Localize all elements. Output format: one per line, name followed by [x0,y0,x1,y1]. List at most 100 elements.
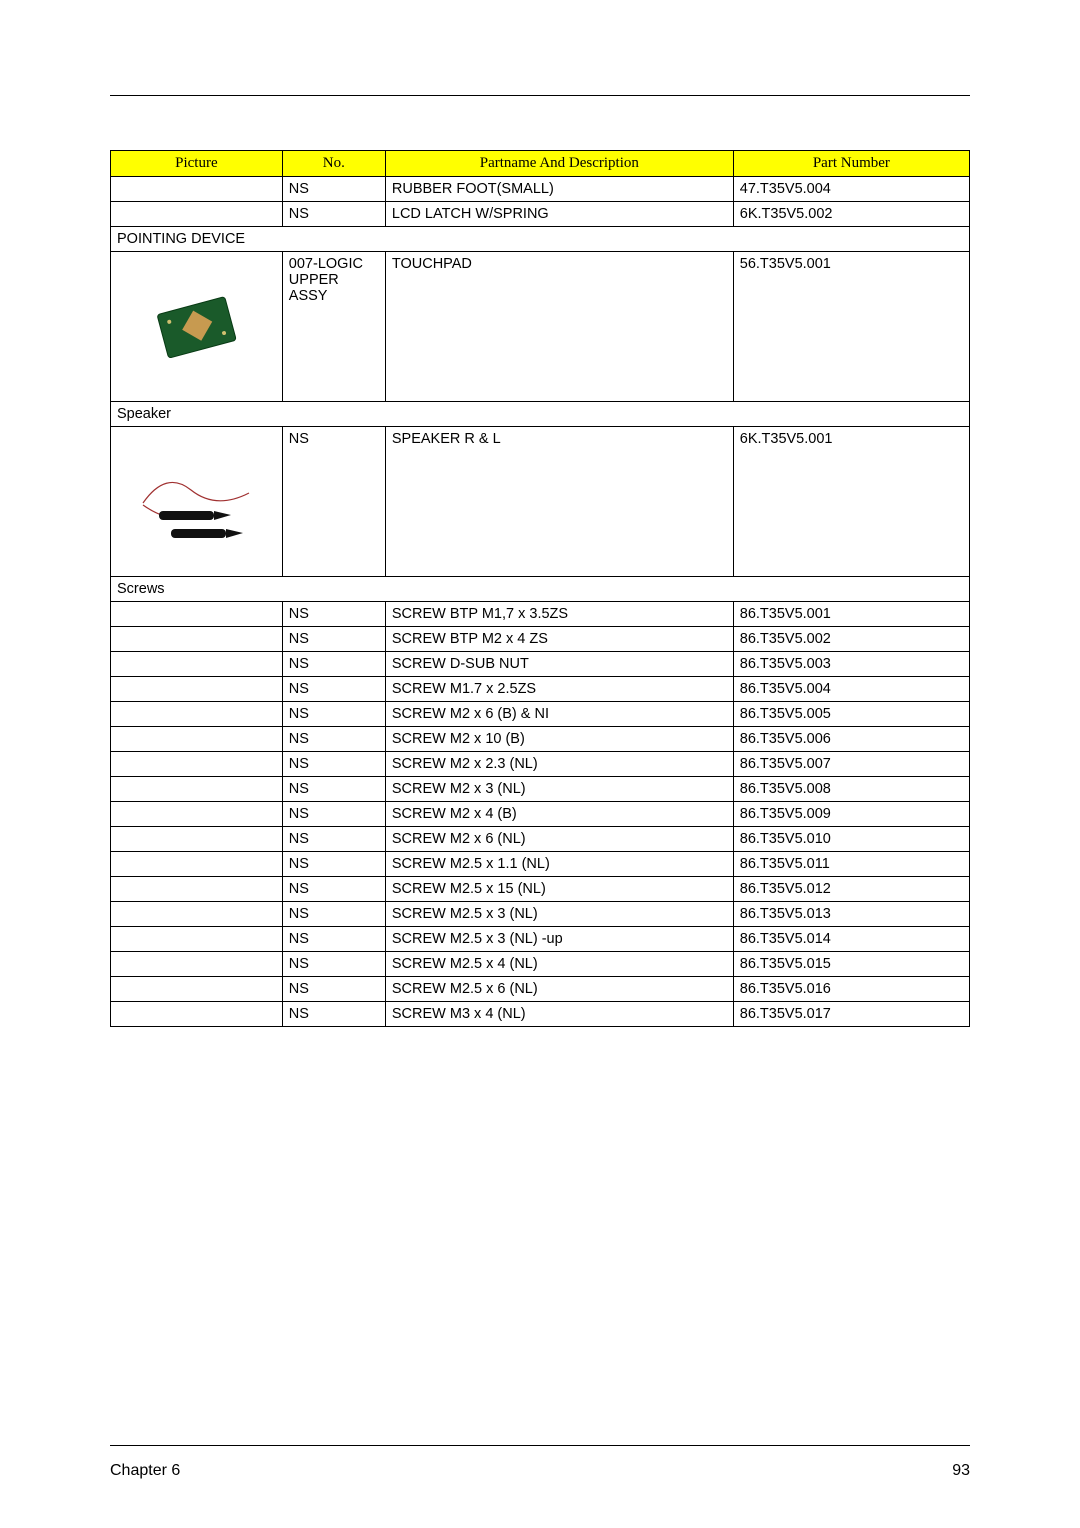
table-row: NSSPEAKER R & L6K.T35V5.001 [111,427,970,577]
cell-picture [111,777,283,802]
cell-part: 6K.T35V5.002 [733,202,969,227]
cell-part: 86.T35V5.006 [733,727,969,752]
table-row: NSSCREW BTP M2 x 4 ZS86.T35V5.002 [111,627,970,652]
section-row: Screws [111,577,970,602]
cell-picture [111,927,283,952]
cell-no: NS [282,927,385,952]
touchpad-image [141,280,251,370]
table-row: NSSCREW M2 x 2.3 (NL)86.T35V5.007 [111,752,970,777]
cell-part: 86.T35V5.001 [733,602,969,627]
section-title: Speaker [111,402,970,427]
table-row: NSRUBBER FOOT(SMALL)47.T35V5.004 [111,177,970,202]
cell-no: NS [282,727,385,752]
cell-part: 6K.T35V5.001 [733,427,969,577]
cell-no: NS [282,427,385,577]
cell-part: 86.T35V5.011 [733,852,969,877]
cell-part: 86.T35V5.005 [733,702,969,727]
cell-picture [111,177,283,202]
cell-desc: SCREW BTP M2 x 4 ZS [385,627,733,652]
cell-desc: SCREW M2 x 6 (B) & NI [385,702,733,727]
cell-no: NS [282,677,385,702]
cell-part: 86.T35V5.015 [733,952,969,977]
section-title: POINTING DEVICE [111,227,970,252]
header-desc: Partname And Description [385,151,733,177]
cell-no: NS [282,602,385,627]
cell-part: 86.T35V5.009 [733,802,969,827]
table-row: NSSCREW M2.5 x 3 (NL)86.T35V5.013 [111,902,970,927]
cell-part: 86.T35V5.014 [733,927,969,952]
cell-part: 86.T35V5.012 [733,877,969,902]
cell-desc: SCREW M2 x 6 (NL) [385,827,733,852]
cell-picture [111,627,283,652]
cell-desc: SPEAKER R & L [385,427,733,577]
cell-no: NS [282,852,385,877]
header-part: Part Number [733,151,969,177]
cell-part: 86.T35V5.017 [733,1002,969,1027]
cell-desc: SCREW M2.5 x 3 (NL) [385,902,733,927]
cell-picture [111,252,283,402]
cell-picture [111,602,283,627]
cell-picture [111,202,283,227]
cell-part: 86.T35V5.016 [733,977,969,1002]
cell-picture [111,952,283,977]
page-footer: Chapter 6 93 [110,1445,970,1480]
cell-no: NS [282,1002,385,1027]
table-row: NSSCREW BTP M1,7 x 3.5ZS86.T35V5.001 [111,602,970,627]
speaker-image [131,455,261,545]
cell-picture [111,752,283,777]
cell-picture [111,802,283,827]
table-row: NSSCREW M2 x 6 (B) & NI86.T35V5.005 [111,702,970,727]
footer-page-number: 93 [952,1462,970,1480]
cell-picture [111,827,283,852]
footer-chapter: Chapter 6 [110,1462,180,1480]
cell-no: NS [282,952,385,977]
cell-part: 86.T35V5.008 [733,777,969,802]
cell-desc: SCREW M3 x 4 (NL) [385,1002,733,1027]
cell-desc: RUBBER FOOT(SMALL) [385,177,733,202]
cell-picture [111,727,283,752]
cell-desc: SCREW D-SUB NUT [385,652,733,677]
cell-part: 86.T35V5.004 [733,677,969,702]
cell-part: 56.T35V5.001 [733,252,969,402]
table-row: NSSCREW D-SUB NUT86.T35V5.003 [111,652,970,677]
cell-desc: SCREW M2.5 x 3 (NL) -up [385,927,733,952]
header-no: No. [282,151,385,177]
cell-no: NS [282,827,385,852]
table-row: NSSCREW M2 x 4 (B)86.T35V5.009 [111,802,970,827]
cell-no: 007-LOGIC UPPER ASSY [282,252,385,402]
cell-desc: LCD LATCH W/SPRING [385,202,733,227]
top-rule [110,95,970,96]
table-header-row: Picture No. Partname And Description Par… [111,151,970,177]
cell-no: NS [282,902,385,927]
cell-desc: SCREW M2 x 4 (B) [385,802,733,827]
cell-desc: SCREW M2.5 x 15 (NL) [385,877,733,902]
table-row: NSSCREW M2 x 10 (B)86.T35V5.006 [111,727,970,752]
cell-no: NS [282,752,385,777]
cell-no: NS [282,702,385,727]
cell-picture [111,977,283,1002]
cell-no: NS [282,202,385,227]
cell-picture [111,1002,283,1027]
cell-picture [111,702,283,727]
section-title: Screws [111,577,970,602]
cell-part: 86.T35V5.007 [733,752,969,777]
table-row: NSSCREW M2.5 x 6 (NL)86.T35V5.016 [111,977,970,1002]
table-row: NSSCREW M2.5 x 3 (NL) -up86.T35V5.014 [111,927,970,952]
header-picture: Picture [111,151,283,177]
cell-picture [111,427,283,577]
parts-table: Picture No. Partname And Description Par… [110,150,970,1027]
table-row: NSSCREW M2 x 3 (NL)86.T35V5.008 [111,777,970,802]
cell-desc: SCREW M2.5 x 4 (NL) [385,952,733,977]
cell-part: 47.T35V5.004 [733,177,969,202]
cell-desc: SCREW BTP M1,7 x 3.5ZS [385,602,733,627]
cell-no: NS [282,652,385,677]
cell-no: NS [282,877,385,902]
table-row: 007-LOGIC UPPER ASSYTOUCHPAD56.T35V5.001 [111,252,970,402]
section-row: Speaker [111,402,970,427]
cell-picture [111,652,283,677]
cell-no: NS [282,977,385,1002]
cell-picture [111,902,283,927]
table-row: NSSCREW M1.7 x 2.5ZS86.T35V5.004 [111,677,970,702]
cell-part: 86.T35V5.002 [733,627,969,652]
cell-part: 86.T35V5.010 [733,827,969,852]
